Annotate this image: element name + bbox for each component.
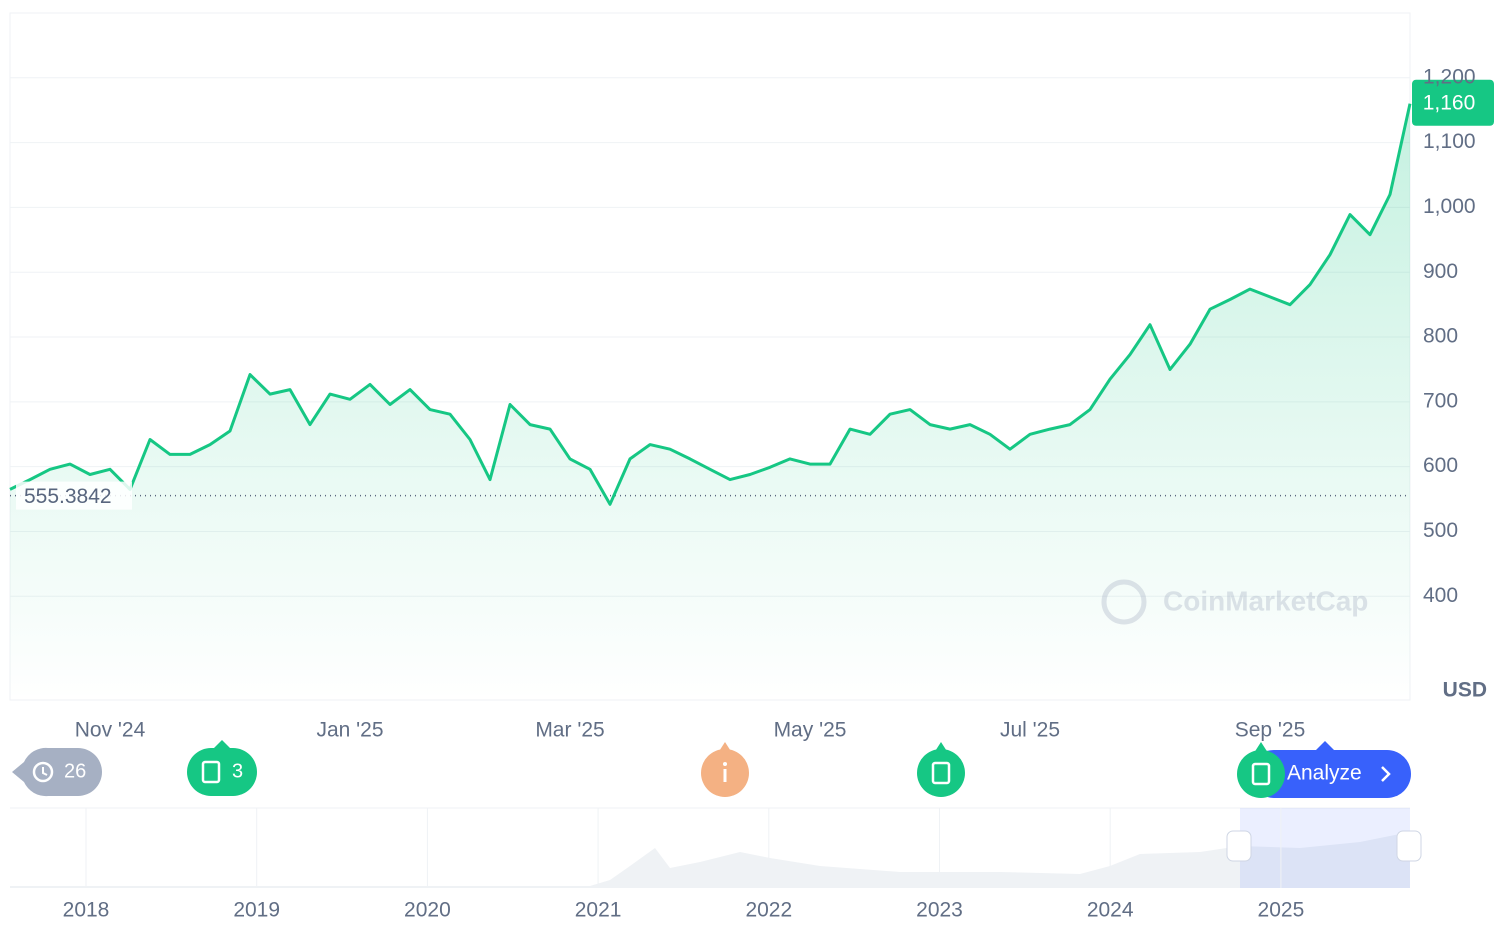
x-tick-label: May '25 bbox=[774, 719, 847, 742]
y-tick-label: 1,200 bbox=[1423, 65, 1476, 88]
y-tick-label: 700 bbox=[1423, 389, 1458, 412]
doc-icon bbox=[1251, 762, 1271, 786]
history-icon bbox=[32, 761, 54, 783]
navigator-area bbox=[10, 834, 1410, 888]
navigator-year-label: 2018 bbox=[63, 899, 110, 922]
doc-icon bbox=[201, 760, 221, 784]
history-icon-hands bbox=[42, 767, 48, 776]
y-tick-label: 500 bbox=[1423, 519, 1458, 542]
y-tick-label: 1,100 bbox=[1423, 130, 1476, 153]
pin-tip bbox=[214, 740, 230, 748]
navigator-year-label: 2021 bbox=[575, 899, 622, 922]
x-tick-label: Jan '25 bbox=[316, 719, 383, 742]
y-tick-label: 800 bbox=[1423, 325, 1458, 348]
watermark-logo bbox=[1101, 579, 1147, 625]
watermark-text: CoinMarketCap bbox=[1163, 585, 1368, 616]
price-line bbox=[9, 103, 1412, 506]
navigator-handle[interactable] bbox=[1226, 830, 1252, 862]
history-pill[interactable] bbox=[12, 747, 102, 797]
y-tick-label: 600 bbox=[1423, 454, 1458, 477]
y-tick-label: 1,000 bbox=[1423, 195, 1476, 218]
x-tick-label: Mar '25 bbox=[535, 719, 604, 742]
navigator-year-label: 2024 bbox=[1087, 899, 1134, 922]
doc-marker[interactable] bbox=[917, 749, 965, 797]
price-area bbox=[10, 103, 1410, 700]
baseline-label: 555.3842 bbox=[24, 485, 112, 508]
navigator-year-label: 2019 bbox=[233, 899, 280, 922]
doc-marker[interactable] bbox=[1237, 750, 1285, 798]
labels: 400 500 600 700 800 900 1,000 1,100 1,200 Nov '24… bbox=[75, 65, 1476, 741]
analyze-button[interactable] bbox=[1250, 750, 1411, 798]
watermark: CoinMarketCap bbox=[1101, 579, 1368, 625]
doc-icon bbox=[931, 761, 951, 785]
info-icon-bar bbox=[723, 769, 727, 782]
news-count: 3 bbox=[232, 760, 243, 782]
y-tick-label: 900 bbox=[1423, 260, 1458, 283]
event-history[interactable]: 26 bbox=[12, 747, 102, 797]
current-price-label: 1,160 bbox=[1423, 91, 1476, 114]
navigator-handle[interactable] bbox=[1396, 830, 1422, 862]
y-tick-label: 400 bbox=[1423, 584, 1458, 607]
info-icon-dot bbox=[723, 762, 727, 766]
event-news[interactable]: 3 bbox=[187, 740, 257, 796]
navigator bbox=[10, 807, 1422, 888]
pin-tip bbox=[1316, 741, 1334, 750]
current-price-tag bbox=[1412, 79, 1494, 126]
history-count: 26 bbox=[64, 760, 86, 782]
x-tick-label: Nov '24 bbox=[75, 719, 146, 742]
navigator-selection[interactable] bbox=[1240, 808, 1410, 888]
news-pill[interactable] bbox=[187, 748, 257, 796]
analyze-label[interactable]: Analyze bbox=[1287, 762, 1362, 785]
x-tick-label: Sep '25 bbox=[1235, 719, 1306, 742]
navigator-axis: 2018 2019 2020 2021 2022 2023 2024 2025 bbox=[63, 808, 1305, 922]
navigator-year-label: 2022 bbox=[745, 899, 792, 922]
marks: 555.3842 1,160 bbox=[9, 79, 1494, 700]
event-info[interactable] bbox=[701, 742, 749, 797]
baseline-label-bg bbox=[16, 481, 132, 510]
navigator-year-label: 2023 bbox=[916, 899, 963, 922]
navigator-year-label: 2025 bbox=[1258, 899, 1305, 922]
analyze[interactable]: Analyze bbox=[1237, 741, 1411, 798]
x-tick-label: Jul '25 bbox=[1000, 719, 1060, 742]
chevron bbox=[1381, 766, 1391, 782]
navigator-year-label: 2020 bbox=[404, 899, 451, 922]
event-doc[interactable] bbox=[917, 742, 965, 797]
currency-label: USD bbox=[1443, 679, 1487, 702]
